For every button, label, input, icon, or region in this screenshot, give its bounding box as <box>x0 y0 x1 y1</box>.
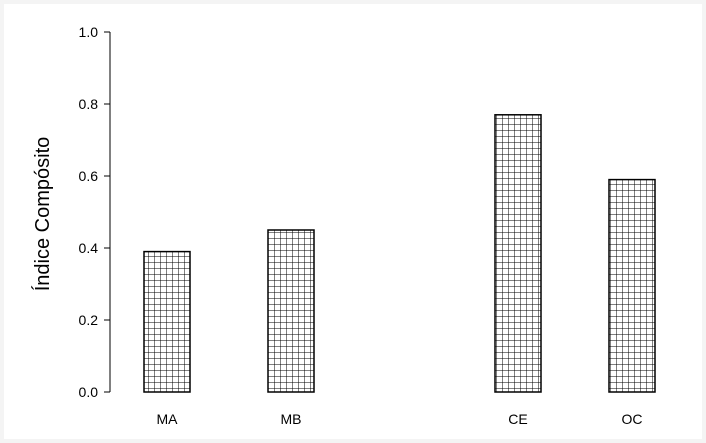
y-tick-label: 1.0 <box>79 24 99 40</box>
y-tick-label: 0.0 <box>79 384 99 400</box>
y-tick-label: 0.8 <box>79 96 99 112</box>
y-axis-title: Índice Compósito <box>31 137 54 292</box>
x-axis-labels: MA MB CE OC <box>157 411 643 427</box>
bars <box>143 114 656 393</box>
bar-oc <box>608 178 656 393</box>
bar-chart: Índice Compósito 0.0 0.2 0.4 0.6 0.8 1.0 MA MB… <box>31 24 656 427</box>
chart-card: Índice Compósito 0.0 0.2 0.4 0.6 0.8 1.0 MA MB… <box>4 4 702 439</box>
x-tick-label-ma: MA <box>157 411 179 427</box>
y-tick-label: 0.2 <box>79 312 99 328</box>
y-tick-label: 0.4 <box>79 240 99 256</box>
bar-ce <box>494 114 542 393</box>
bar-mb <box>267 229 315 393</box>
bar-ma <box>143 250 191 393</box>
x-tick-label-ce: CE <box>508 411 527 427</box>
x-tick-label-oc: OC <box>622 411 643 427</box>
y-axis-ticks: 0.0 0.2 0.4 0.6 0.8 1.0 <box>79 24 110 400</box>
y-tick-label: 0.6 <box>79 168 99 184</box>
x-tick-label-mb: MB <box>281 411 302 427</box>
